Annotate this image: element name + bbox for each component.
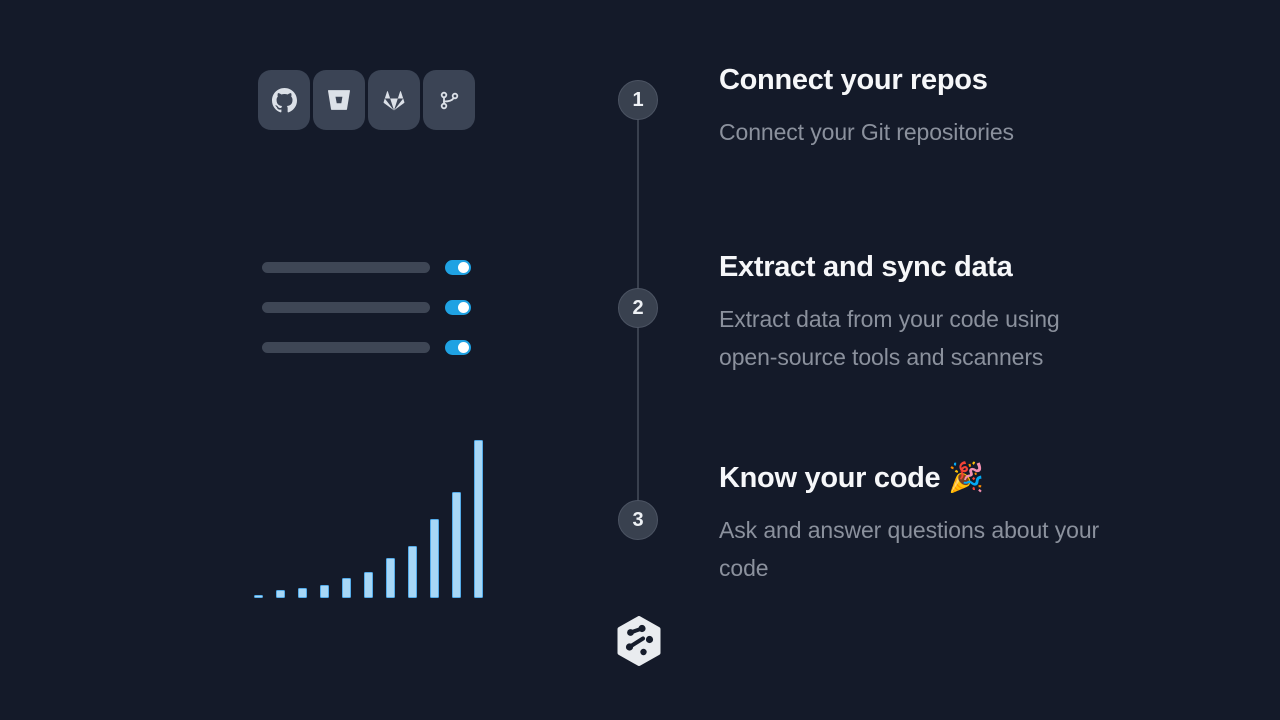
chart-bar (320, 585, 329, 598)
step-3-badge: 3 (618, 500, 658, 540)
sync-toggle[interactable] (445, 339, 471, 355)
github-icon (271, 87, 297, 113)
step-1: Connect your repos Connect your Git repo… (719, 62, 1179, 151)
chart-bar (364, 572, 373, 598)
step-title-text: Know your code (719, 462, 941, 494)
bitbucket-icon (328, 89, 350, 111)
sync-row (262, 259, 471, 275)
git-branch-icon (437, 88, 461, 112)
step-description: Connect your Git repositories (719, 119, 1014, 145)
step-2-badge: 2 (618, 288, 658, 328)
chart-bar (254, 595, 263, 598)
toggle-knob (458, 341, 469, 353)
hexagon-graph-icon (616, 616, 662, 670)
step-title: Extract and sync data (719, 249, 1124, 285)
step-title-text: Extract and sync data (719, 251, 1013, 283)
github-tile[interactable] (258, 70, 310, 130)
step-description: Extract data from your code using open-s… (719, 306, 1060, 370)
chart-bar (298, 588, 307, 598)
party-popper-emoji: 🎉 (948, 462, 985, 494)
git-tile[interactable] (423, 70, 475, 130)
sync-row (262, 299, 471, 315)
sync-row (262, 339, 471, 355)
chart-bar (474, 440, 483, 598)
chart-bar (276, 590, 285, 598)
chart-bar (342, 578, 351, 598)
gitlab-tile[interactable] (368, 70, 420, 130)
step-title: Connect your repos (719, 62, 1179, 98)
app-logo (616, 616, 662, 671)
gitlab-icon (381, 88, 407, 113)
sync-toggle[interactable] (445, 299, 471, 315)
step-number: 1 (632, 88, 644, 111)
chart-bar (430, 519, 439, 598)
step-title: Know your code 🎉 (719, 460, 1101, 496)
step-3: Know your code 🎉 Ask and answer questions… (719, 460, 1101, 587)
repo-placeholder-bar (262, 301, 430, 313)
step-number: 3 (632, 508, 644, 531)
step-description: Ask and answer questions about your code (719, 517, 1100, 581)
repo-placeholder-bar (262, 341, 430, 353)
toggle-knob (458, 301, 469, 313)
toggle-knob (458, 261, 469, 273)
growth-bar-chart (254, 438, 494, 598)
step-title-text: Connect your repos (719, 64, 988, 96)
git-provider-tiles (258, 70, 475, 130)
chart-bar (452, 492, 461, 598)
chart-bar (408, 546, 417, 598)
sync-toggle[interactable] (445, 259, 471, 275)
chart-bar (386, 558, 395, 598)
step-1-badge: 1 (618, 80, 658, 120)
step-number: 2 (632, 296, 644, 319)
repo-placeholder-bar (262, 261, 430, 273)
step-2: Extract and sync data Extract data from … (719, 249, 1124, 376)
bitbucket-tile[interactable] (313, 70, 365, 130)
